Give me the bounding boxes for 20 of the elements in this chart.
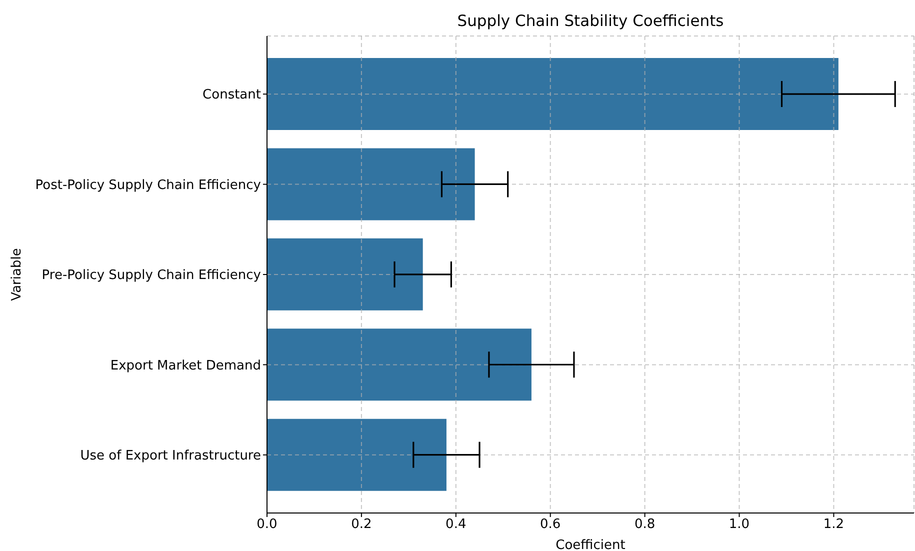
x-tick-label: 0.2 [351,517,372,532]
x-axis-title: Coefficient [556,538,626,551]
x-tick-label: 1.2 [823,517,844,532]
x-tick-label: 0.6 [540,517,561,532]
chart-title: Supply Chain Stability Coefficients [456,12,725,31]
y-tick-label: Pre-Policy Supply Chain Efficiency [42,268,262,284]
bar [267,58,838,130]
x-tick-label: 0.0 [256,517,278,532]
x-tick-label: 0.8 [634,517,656,532]
x-tick-label: 1.0 [728,517,750,532]
x-tick-label: 0.4 [446,517,466,532]
y-tick-label: Constant [202,88,261,103]
bar [267,418,446,491]
y-axis-title: Variable [10,248,24,301]
y-tick-label: Export Market Demand [110,358,261,374]
bar [267,238,423,310]
bar [267,148,475,220]
y-tick-label: Post-Policy Supply Chain Efficiency [35,178,262,193]
y-tick-label: Use of Export Infrastructure [80,448,261,464]
bar [267,328,532,401]
